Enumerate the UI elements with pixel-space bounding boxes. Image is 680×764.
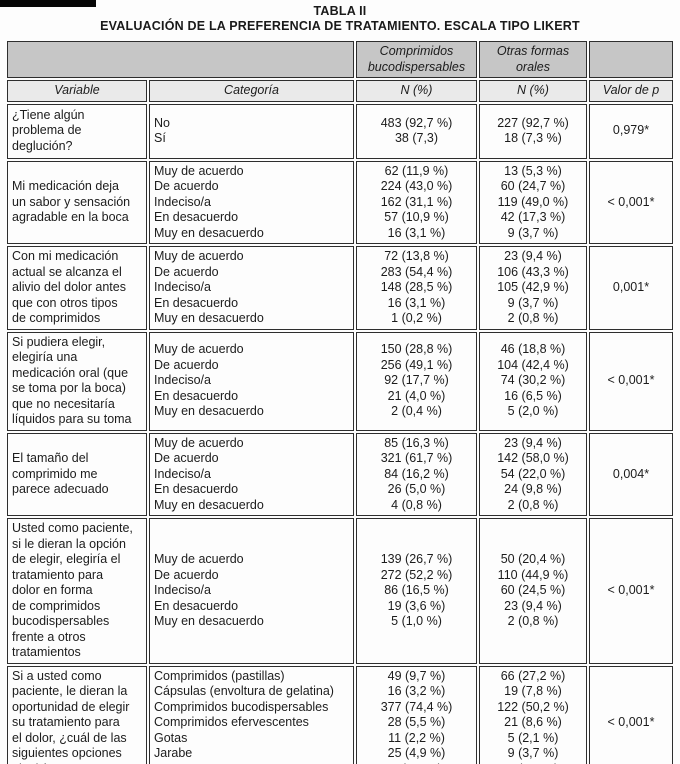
p-value-cell: 0,004* (589, 432, 673, 516)
table-row: Mi medicación deja un sabor y sensación … (7, 160, 673, 244)
n2-cell: 46 (18,8 %) 104 (42,4 %) 74 (30,2 %) 16 … (479, 331, 587, 431)
variable-cell: Si pudiera elegir, elegiría una medicaci… (7, 331, 147, 431)
scan-artifact-bar (0, 0, 96, 7)
variable-cell: Usted como paciente, si le dieran la opc… (7, 518, 147, 664)
n2-cell: 23 (9,4 %) 142 (58,0 %) 54 (22,0 %) 24 (… (479, 432, 587, 516)
table-row: Si a usted como paciente, le dieran la o… (7, 665, 673, 764)
group-header-blank-right (589, 41, 673, 78)
n1-cell: 49 (9,7 %) 16 (3,2 %) 377 (74,4 %) 28 (5… (356, 665, 477, 764)
table-row: Con mi medicación actual se alcanza el a… (7, 246, 673, 330)
category-cell: Muy de acuerdo De acuerdo Indeciso/a En … (149, 160, 354, 244)
category-cell: Muy de acuerdo De acuerdo Indeciso/a En … (149, 518, 354, 664)
p-value-cell: 0,001* (589, 246, 673, 330)
table-row: Si pudiera elegir, elegiría una medicaci… (7, 331, 673, 431)
n2-cell: 50 (20,4 %) 110 (44,9 %) 60 (24,5 %) 23 … (479, 518, 587, 664)
n1-cell: 62 (11,9 %) 224 (43,0 %) 162 (31,1 %) 57… (356, 160, 477, 244)
col-header-categoria: Categoría (149, 80, 354, 102)
p-value-cell: < 0,001* (589, 518, 673, 664)
n1-cell: 483 (92,7 %) 38 (7,3) (356, 103, 477, 159)
variable-cell: ¿Tiene algún problema de deglución? (7, 103, 147, 159)
col-header-n1: N (%) (356, 80, 477, 102)
category-cell: No Sí (149, 103, 354, 159)
n2-cell: 23 (9,4 %) 106 (43,3 %) 105 (42,9 %) 9 (… (479, 246, 587, 330)
category-cell: Comprimidos (pastillas) Cápsulas (envolt… (149, 665, 354, 764)
group-header-blank-left (7, 41, 354, 78)
table-subtitle: EVALUACIÓN DE LA PREFERENCIA DE TRATAMIE… (100, 19, 580, 33)
n2-cell: 13 (5,3 %) 60 (24,7 %) 119 (49,0 %) 42 (… (479, 160, 587, 244)
variable-cell: Si a usted como paciente, le dieran la o… (7, 665, 147, 764)
table-number-title: TABLA II (313, 4, 367, 18)
n2-cell: 227 (92,7 %) 18 (7,3 %) (479, 103, 587, 159)
table-row: ¿Tiene algún problema de deglución? No S… (7, 103, 673, 159)
group-header-row: Comprimidos bucodispersables Otras forma… (7, 41, 673, 78)
title-block: TABLA II EVALUACIÓN DE LA PREFERENCIA DE… (0, 0, 680, 34)
group-header-comprimidos: Comprimidos bucodispersables (356, 41, 477, 78)
col-header-n2: N (%) (479, 80, 587, 102)
p-value-cell: < 0,001* (589, 331, 673, 431)
category-cell: Muy de acuerdo De acuerdo Indeciso/a En … (149, 246, 354, 330)
p-value-cell: < 0,001* (589, 160, 673, 244)
col-header-valor-p: Valor de p (589, 80, 673, 102)
group-header-otras-formas: Otras formas orales (479, 41, 587, 78)
variable-cell: El tamaño del comprimido me parece adecu… (7, 432, 147, 516)
column-header-row: Variable Categoría N (%) N (%) Valor de … (7, 80, 673, 102)
category-cell: Muy de acuerdo De acuerdo Indeciso/a En … (149, 432, 354, 516)
table-row: Usted como paciente, si le dieran la opc… (7, 518, 673, 664)
n2-cell: 66 (27,2 %) 19 (7,8 %) 122 (50,2 %) 21 (… (479, 665, 587, 764)
n1-cell: 150 (28,8 %) 256 (49,1 %) 92 (17,7 %) 21… (356, 331, 477, 431)
p-value-cell: < 0,001* (589, 665, 673, 764)
category-cell: Muy de acuerdo De acuerdo Indeciso/a En … (149, 331, 354, 431)
p-value-cell: 0,979* (589, 103, 673, 159)
n1-cell: 139 (26,7 %) 272 (52,2 %) 86 (16,5 %) 19… (356, 518, 477, 664)
n1-cell: 72 (13,8 %) 283 (54,4 %) 148 (28,5 %) 16… (356, 246, 477, 330)
likert-table: Comprimidos bucodispersables Otras forma… (5, 39, 675, 764)
col-header-variable: Variable (7, 80, 147, 102)
n1-cell: 85 (16,3 %) 321 (61,7 %) 84 (16,2 %) 26 … (356, 432, 477, 516)
variable-cell: Con mi medicación actual se alcanza el a… (7, 246, 147, 330)
table-row: El tamaño del comprimido me parece adecu… (7, 432, 673, 516)
variable-cell: Mi medicación deja un sabor y sensación … (7, 160, 147, 244)
